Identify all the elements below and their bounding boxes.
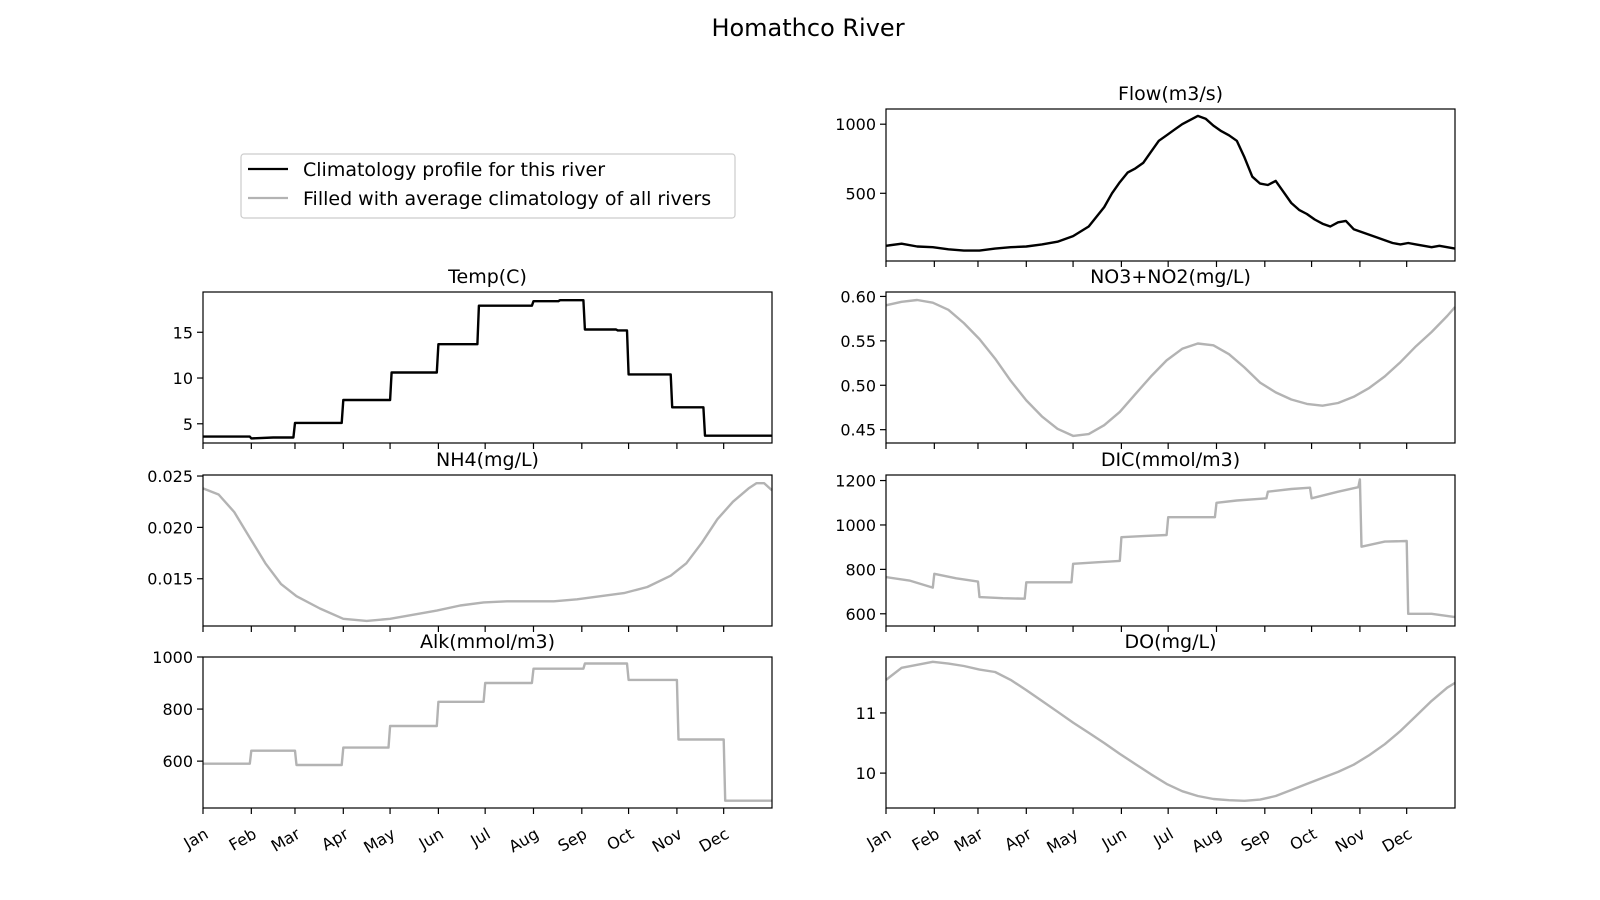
series-line [203,299,772,440]
legend-label-this-river: Climatology profile for this river [303,159,605,181]
x-tick-label: Jun [415,824,447,853]
subplot-0: Temp(C) 5 10 15 [173,266,773,449]
plot-frame [885,291,1456,444]
y-tick-label: 5 [183,415,193,434]
x-tick-label: Dec [1379,824,1415,856]
x-tick-label: Apr [318,824,352,855]
series-line [203,662,772,802]
subplot-4: NO3+NO2(mg/L) 0.45 0.50 0.55 0.60 [840,266,1456,449]
y-tick-label: 800 [845,560,876,579]
y-tick-label: 1000 [152,648,193,667]
y-tick-label: 0.45 [840,421,876,440]
y-tick-label: 0.025 [147,467,193,486]
x-tick-label: Jun [1098,824,1130,853]
y-tick-label: 10 [173,369,193,388]
subplot-title: Temp(C) [447,266,527,288]
subplot-3: Flow(m3/s) 500 1000 [835,83,1456,267]
x-tick-label: Nov [1332,824,1369,856]
y-tick-label: 600 [162,752,193,771]
y-tick-label: 10 [856,764,876,783]
y-tick-label: 0.55 [840,332,876,351]
y-tick-label: 1000 [835,115,876,134]
x-tick-label: Feb [226,824,260,855]
x-tick-label: Apr [1001,824,1035,855]
y-tick-label: 0.50 [840,376,876,395]
subplot-title: Flow(m3/s) [1118,83,1223,105]
x-tick-label: May [1043,824,1081,857]
figure-title: Homathco River [711,14,904,42]
y-tick-label: 1000 [835,516,876,535]
y-tick-label: 600 [845,605,876,624]
y-tick-label: 0.015 [147,570,193,589]
x-tick-label: Sep [555,824,591,856]
x-tick-label: Mar [951,824,987,856]
y-tick-label: 500 [845,184,876,203]
subplot-title: DO(mg/L) [1125,631,1217,653]
x-tick-label: Oct [1287,824,1320,854]
plot-frame [202,291,773,444]
x-tick-label: Nov [649,824,686,856]
y-tick-label: 15 [173,323,193,342]
y-tick-label: 0.020 [147,518,193,537]
subplot-6: DO(mg/L) 10 11 Jan Feb Mar Apr May Jun Jul Aug Sep O… [856,631,1456,857]
subplot-title: Alk(mmol/m3) [420,631,555,653]
plot-frame [202,656,773,809]
plot-frame [202,474,773,627]
x-tick-label: Jul [1149,824,1176,851]
x-tick-label: Sep [1238,824,1274,856]
subplot-2: Alk(mmol/m3) 600 800 1000 Jan Feb Mar Apr May Jun… [152,631,773,857]
series-line [885,298,1456,438]
x-tick-label: Jan [863,824,895,853]
x-tick-label: Aug [505,824,542,856]
x-tick-label: Dec [696,824,732,856]
y-tick-label: 1200 [835,472,876,491]
subplot-title: NO3+NO2(mg/L) [1090,266,1251,288]
plot-frame [885,474,1456,627]
series-line [885,660,1456,802]
y-tick-label: 0.60 [840,287,876,306]
legend: Climatology profile for this river Fille… [240,153,736,219]
subplot-title: DIC(mmol/m3) [1101,449,1240,471]
plot-frame [885,108,1456,262]
x-tick-label: May [360,824,398,857]
subplot-title: NH4(mg/L) [436,449,539,471]
series-line [202,482,773,623]
subplot-5: DIC(mmol/m3) 600 800 1000 1200 [835,449,1456,632]
series-line [885,478,1456,619]
subplot-1: NH4(mg/L) 0.015 0.020 0.025 [147,449,773,632]
plot-frame [885,656,1456,809]
legend-label-average: Filled with average climatology of all r… [303,188,711,210]
y-tick-label: 800 [162,700,193,719]
x-tick-label: Oct [604,824,637,854]
legend-frame [240,153,736,219]
x-tick-label: Aug [1188,824,1225,856]
series-line [885,114,1456,252]
x-tick-label: Jan [180,824,212,853]
y-tick-label: 11 [856,704,876,723]
x-tick-label: Feb [909,824,943,855]
x-tick-label: Jul [466,824,493,851]
x-tick-label: Mar [268,824,304,856]
